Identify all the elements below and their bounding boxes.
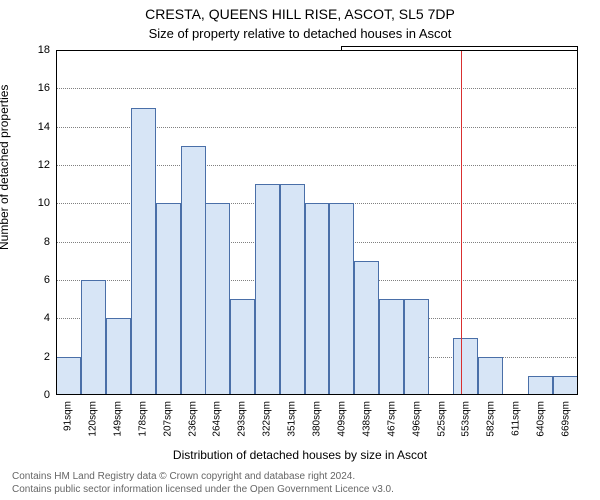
x-tick-label: 178sqm <box>138 401 149 437</box>
histogram-bar <box>255 184 280 395</box>
x-tick-label: 380sqm <box>312 401 323 437</box>
histogram-bar <box>453 338 478 396</box>
x-tick-label: 293sqm <box>237 401 248 437</box>
chart-title: CRESTA, QUEENS HILL RISE, ASCOT, SL5 7DP <box>0 6 600 22</box>
x-tick-label: 669sqm <box>560 401 571 437</box>
x-tick-label: 496sqm <box>411 401 422 437</box>
y-tick-label: 4 <box>44 312 50 324</box>
histogram-bar <box>280 184 305 395</box>
y-tick-label: 18 <box>38 44 50 56</box>
histogram-bar <box>553 376 578 395</box>
histogram-chart: CRESTA, QUEENS HILL RISE, ASCOT, SL5 7DP… <box>0 0 600 500</box>
x-tick-label: 236sqm <box>188 401 199 437</box>
histogram-bar <box>156 203 181 395</box>
x-tick-label: 438sqm <box>361 401 372 437</box>
histogram-bar <box>404 299 429 395</box>
attribution-text: Contains HM Land Registry data © Crown c… <box>12 471 588 496</box>
y-tick-label: 0 <box>44 389 50 401</box>
x-tick-label: 582sqm <box>485 401 496 437</box>
x-tick-label: 322sqm <box>262 401 273 437</box>
y-tick-label: 12 <box>38 159 50 171</box>
x-tick-label: 149sqm <box>113 401 124 437</box>
property-marker-line <box>461 50 462 395</box>
gridline <box>56 88 578 89</box>
x-tick-label: 525sqm <box>436 401 447 437</box>
histogram-bar <box>205 203 230 395</box>
attribution-line: Contains HM Land Registry data © Crown c… <box>12 471 588 484</box>
x-tick-label: 91sqm <box>63 401 74 431</box>
x-tick-label: 553sqm <box>460 401 471 437</box>
y-tick-label: 2 <box>44 351 50 363</box>
y-axis-label: Number of detached properties <box>0 85 11 250</box>
x-tick-label: 409sqm <box>336 401 347 437</box>
histogram-bar <box>106 318 131 395</box>
y-tick-label: 8 <box>44 236 50 248</box>
attribution-line: Contains public sector information licen… <box>12 484 588 497</box>
x-tick-label: 351sqm <box>287 401 298 437</box>
histogram-bar <box>81 280 106 395</box>
x-tick-label: 467sqm <box>386 401 397 437</box>
x-axis-label: Distribution of detached houses by size … <box>0 448 600 462</box>
histogram-bar <box>379 299 404 395</box>
chart-subtitle: Size of property relative to detached ho… <box>0 26 600 41</box>
histogram-bar <box>354 261 379 395</box>
y-tick-label: 14 <box>38 121 50 133</box>
y-tick-label: 6 <box>44 274 50 286</box>
x-tick-label: 120sqm <box>88 401 99 437</box>
histogram-bar <box>329 203 354 395</box>
y-tick-label: 10 <box>38 197 50 209</box>
histogram-bar <box>181 146 206 395</box>
x-tick-label: 207sqm <box>163 401 174 437</box>
x-tick-label: 611sqm <box>510 401 521 436</box>
histogram-bar <box>305 203 330 395</box>
x-tick-label: 264sqm <box>212 401 223 437</box>
histogram-bar <box>230 299 255 395</box>
plot-area: 02468101214161891sqm120sqm149sqm178sqm20… <box>56 50 578 395</box>
histogram-bar <box>56 357 81 395</box>
histogram-bar <box>528 376 553 395</box>
histogram-bar <box>478 357 503 395</box>
x-tick-label: 640sqm <box>535 401 546 437</box>
y-tick-label: 16 <box>38 82 50 94</box>
histogram-bar <box>131 108 156 396</box>
